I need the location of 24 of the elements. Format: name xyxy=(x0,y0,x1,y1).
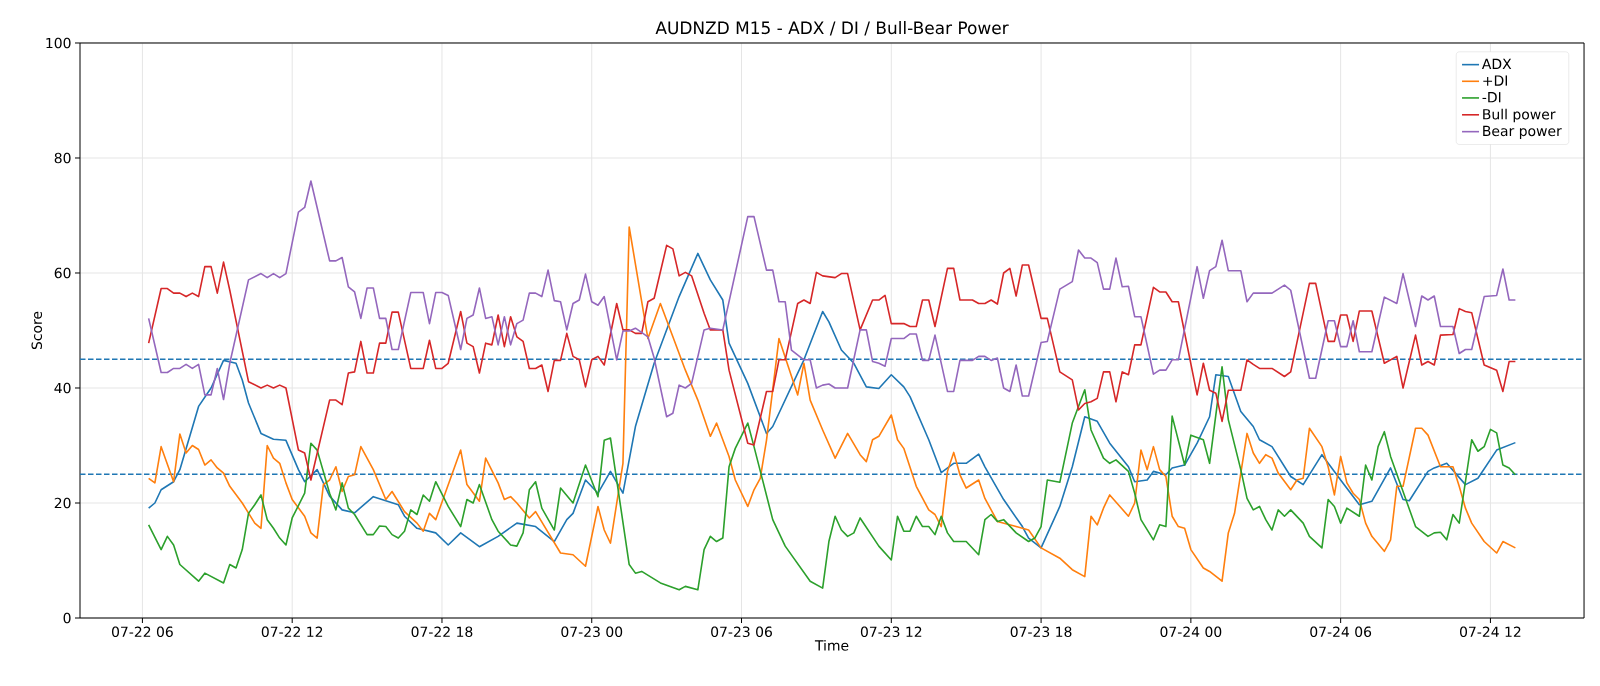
x-tick-label: 07-23 00 xyxy=(561,626,623,638)
chart-title: AUDNZD M15 - ADX / DI / Bull-Bear Power xyxy=(655,21,1009,36)
x-tick-label: 07-24 12 xyxy=(1459,626,1521,638)
y-axis-title: Score xyxy=(31,311,43,350)
x-tick-label: 07-24 06 xyxy=(1310,626,1372,638)
legend-label: +DI xyxy=(1483,75,1508,86)
legend-label: Bear power xyxy=(1483,125,1562,139)
x-tick-label: 07-24 00 xyxy=(1160,626,1222,638)
legend-label: ADX xyxy=(1481,58,1512,69)
x-tick-label: 07-23 18 xyxy=(1010,626,1072,638)
y-tick-label: 80 xyxy=(54,152,71,164)
legend-label: -DI xyxy=(1482,92,1501,103)
legend-label: Bull power xyxy=(1483,108,1556,123)
x-tick-label: 07-22 12 xyxy=(261,626,323,638)
x-axis-title: Time xyxy=(814,639,849,651)
y-tick-label: 0 xyxy=(63,612,71,624)
x-tick-label: 07-23 12 xyxy=(860,626,922,638)
y-tick-label: 60 xyxy=(54,267,71,279)
y-tick-label: 20 xyxy=(54,497,71,509)
x-tick-label: 07-23 06 xyxy=(711,626,772,638)
x-tick-label: 07-22 18 xyxy=(411,626,473,638)
y-tick-label: 40 xyxy=(54,382,71,394)
x-tick-label: 07-22 06 xyxy=(111,626,173,638)
y-tick-label: 100 xyxy=(46,37,71,49)
